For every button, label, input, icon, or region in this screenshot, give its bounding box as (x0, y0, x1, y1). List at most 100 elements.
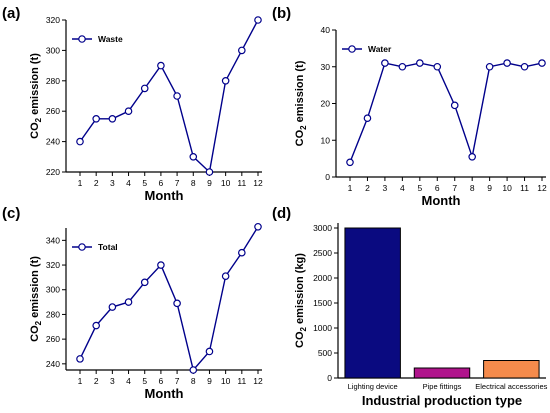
y-tick-label: 20 (321, 99, 331, 109)
data-point (254, 16, 262, 24)
data-point (173, 92, 181, 100)
y-axis-title: CO2 emission (t) (29, 256, 43, 342)
bar (483, 360, 540, 379)
x-tick-label: 3 (110, 178, 115, 188)
x-tick-label: 10 (221, 178, 231, 188)
x-axis-title: Industrial production type (362, 393, 522, 408)
data-point (221, 272, 230, 280)
x-tick-label: 9 (207, 376, 212, 386)
x-tick-label: 5 (142, 178, 147, 188)
y-tick-label: 340 (46, 235, 60, 245)
data-point (205, 168, 214, 176)
x-tick-label: 4 (126, 178, 131, 188)
data-point (140, 84, 149, 93)
x-tick-label: 6 (435, 183, 440, 193)
y-axis-title: CO2 emission (t) (294, 60, 308, 146)
x-tick-label: 11 (237, 376, 246, 386)
x-tick-label: 2 (365, 183, 370, 193)
y-tick-label: 40 (321, 25, 331, 35)
data-point (221, 77, 230, 85)
data-point (468, 152, 476, 161)
data-point (205, 347, 214, 356)
y-tick-label: 2500 (313, 248, 332, 258)
y-tick-label: 220 (46, 167, 60, 177)
x-tick-label: Electrical accessories (475, 382, 547, 391)
y-tick-label: 1000 (313, 323, 332, 333)
x-tick-label: 12 (253, 376, 263, 386)
panel-label: (a) (2, 5, 20, 22)
legend-label: Water (368, 44, 392, 54)
panel-3: (c) 240 260 280 300 320 340 CO2 emission (t) 1 2 3… (2, 205, 263, 401)
panel-4: (d) 0 500 1000 1500 2000 2500 3000 CO2 emission … (272, 205, 548, 408)
data-point (108, 303, 117, 311)
y-tick-label: 320 (46, 15, 60, 25)
data-point (173, 299, 181, 308)
x-tick-label: 11 (520, 183, 529, 193)
x-tick-label: 10 (221, 376, 231, 386)
y-axis-title: CO2 emission (kg) (294, 253, 308, 348)
x-tick-label: 7 (452, 183, 457, 193)
data-point (346, 158, 354, 167)
x-tick-label: 6 (159, 376, 164, 386)
data-point (485, 62, 494, 71)
data-point (157, 61, 165, 70)
bar (344, 227, 401, 379)
y-tick-label: 280 (46, 309, 60, 319)
x-tick-label: 3 (383, 183, 388, 193)
data-point (254, 222, 262, 231)
panel-label: (d) (272, 205, 291, 222)
y-tick-label: 1500 (313, 298, 332, 308)
x-tick-label: Pipe fittings (423, 382, 462, 391)
data-point (450, 101, 459, 110)
x-tick-label: 7 (175, 178, 180, 188)
data-point (189, 153, 198, 161)
data-point (363, 114, 372, 123)
y-tick-label: 3000 (313, 223, 332, 233)
data-point (381, 59, 389, 67)
y-tick-label: 260 (46, 334, 60, 344)
data-point (189, 366, 198, 374)
x-tick-label: 4 (126, 376, 131, 386)
data-point (92, 321, 100, 330)
x-tick-label: 1 (348, 183, 353, 193)
x-tick-label: 5 (417, 183, 422, 193)
x-tick-label: 3 (110, 376, 115, 386)
x-tick-label: 4 (400, 183, 405, 193)
y-tick-label: 240 (46, 359, 60, 369)
x-axis-title: Month (422, 193, 461, 208)
x-tick-label: 1 (78, 178, 83, 188)
x-axis-title: Month (145, 188, 184, 203)
data-point (157, 261, 165, 269)
data-point (76, 137, 84, 146)
panel-label: (c) (2, 205, 20, 222)
series-line (79, 226, 259, 372)
x-tick-label: 1 (78, 376, 83, 386)
x-axis-title: Month (145, 386, 184, 401)
x-tick-label: 8 (191, 376, 196, 386)
y-tick-label: 500 (318, 348, 332, 358)
y-tick-label: 0 (325, 172, 330, 182)
legend-marker (78, 243, 86, 251)
x-tick-label: 11 (237, 178, 246, 188)
y-tick-label: 300 (46, 45, 60, 55)
y-tick-label: 260 (46, 106, 60, 116)
data-point (520, 62, 529, 71)
y-tick-label: 320 (46, 260, 60, 270)
data-point (238, 248, 246, 257)
y-tick-label: 300 (46, 285, 60, 295)
legend-label: Total (98, 242, 118, 252)
x-tick-label: 12 (537, 183, 547, 193)
legend-label: Waste (98, 34, 123, 44)
data-point (503, 59, 511, 67)
data-point (108, 115, 117, 123)
y-tick-label: 0 (327, 373, 332, 383)
panel-label: (b) (272, 5, 291, 22)
bar (413, 367, 471, 379)
data-point (124, 298, 133, 306)
x-tick-label: 9 (487, 183, 492, 193)
x-tick-label: Lighting device (348, 382, 398, 391)
x-tick-label: 10 (502, 183, 512, 193)
